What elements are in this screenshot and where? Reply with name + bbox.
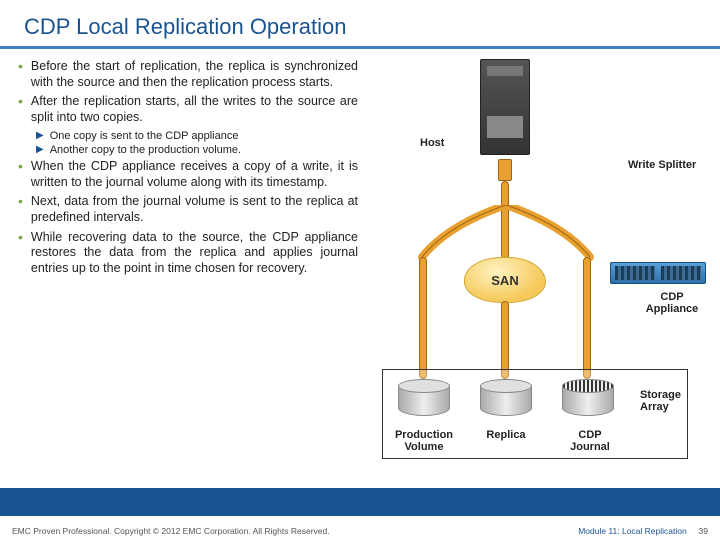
bullet-text: Another copy to the production volume. — [50, 144, 241, 158]
bullet-dot-icon: • — [18, 159, 23, 190]
journal-label: CDP Journal — [564, 429, 616, 453]
bullet-text: Before the start of replication, the rep… — [31, 59, 358, 90]
appliance-label: CDP Appliance — [636, 291, 708, 315]
journal-volume-icon — [562, 379, 614, 419]
bullet-text: Next, data from the journal volume is se… — [31, 194, 358, 225]
splitter-label: Write Splitter — [628, 159, 696, 171]
san-cloud-icon: SAN — [464, 257, 546, 303]
bullet-dot-icon: • — [18, 59, 23, 90]
pipe-left — [419, 257, 427, 379]
sub-bullet-icon: ▶ — [36, 130, 44, 144]
bullet-text: After the replication starts, all the wr… — [31, 94, 358, 125]
bullet-text: One copy is sent to the CDP appliance — [50, 130, 239, 144]
content-area: • Before the start of replication, the re… — [0, 53, 720, 483]
host-server-icon — [480, 59, 530, 155]
footer-page: 39 — [699, 526, 708, 536]
bullet-list: • Before the start of replication, the re… — [18, 59, 358, 483]
replica-label: Replica — [482, 429, 530, 441]
bullet-dot-icon: • — [18, 230, 23, 277]
diagram: Host Write Splitter SAN CDP Appliance St… — [358, 59, 708, 483]
replica-volume-icon — [480, 379, 532, 419]
title-underline — [0, 46, 720, 49]
write-splitter-icon — [498, 159, 512, 181]
bullet-dot-icon: • — [18, 194, 23, 225]
bullet-text: When the CDP appliance receives a copy o… — [31, 159, 358, 190]
footer: EMC Proven Professional. Copyright © 201… — [0, 526, 720, 536]
bullet-dot-icon: • — [18, 94, 23, 125]
sub-bullet-icon: ▶ — [36, 144, 44, 158]
split-curves-icon — [418, 205, 598, 265]
pipe-right — [583, 257, 591, 379]
production-volume-icon — [398, 379, 450, 419]
slide-title: CDP Local Replication Operation — [0, 0, 720, 46]
array-label: Storage Array — [640, 389, 710, 413]
footer-copyright: EMC Proven Professional. Copyright © 201… — [12, 526, 330, 536]
cdp-appliance-icon — [610, 262, 706, 284]
prod-label: Production Volume — [388, 429, 460, 453]
footer-bar — [0, 488, 720, 516]
pipe-mid — [501, 301, 509, 379]
footer-module: Module 11: Local Replication — [578, 526, 687, 536]
bullet-text: While recovering data to the source, the… — [31, 230, 358, 277]
host-label: Host — [420, 137, 444, 149]
